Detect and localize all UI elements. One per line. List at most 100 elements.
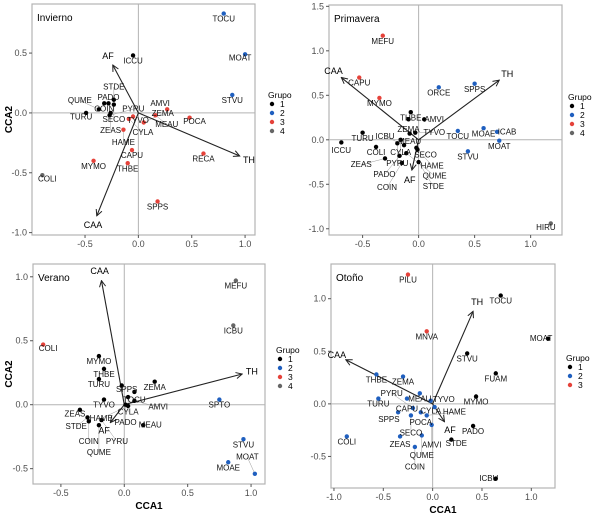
label-leader-line: [391, 393, 414, 409]
data-point: [408, 413, 414, 418]
data-point: [153, 113, 158, 118]
legend-title: Grupo: [568, 92, 592, 102]
legend-label: 3: [288, 372, 293, 382]
point-label: TYVO: [433, 395, 455, 404]
plot-frame: [32, 263, 266, 485]
y-tick-label: 1.0: [15, 272, 28, 282]
y-tick-label: 1.0: [311, 46, 324, 56]
legend-swatch: [567, 373, 573, 379]
data-point: [494, 129, 500, 134]
legend-label: 2: [578, 371, 583, 381]
data-point: [401, 142, 407, 148]
point-label: MYMO: [86, 357, 111, 366]
point-label: SECO: [414, 151, 437, 160]
data-point: [91, 158, 96, 163]
data-point: [101, 366, 107, 372]
y-tick-label: 0.5: [311, 90, 324, 100]
y-axis-title: CCA2: [4, 105, 15, 133]
point-label: QUME: [68, 96, 92, 105]
legend-label: 2: [580, 110, 585, 120]
x-tick-label: 1.0: [524, 239, 537, 249]
data-point: [472, 81, 477, 86]
y-tick-label: -1.0: [308, 224, 324, 234]
data-point: [125, 403, 131, 409]
plot-frame: [31, 3, 256, 236]
x-tick-label: 1.0: [245, 488, 258, 498]
arrow-label: CAA: [324, 66, 343, 76]
x-tick-label: 0.0: [412, 239, 425, 249]
y-tick-label: 0.5: [14, 48, 27, 58]
data-point: [377, 95, 382, 101]
point-label: THBE: [93, 370, 114, 379]
label-leader-line: [426, 412, 455, 416]
x-tick-label: -0.5: [376, 492, 392, 502]
point-label: AMVI: [150, 99, 170, 108]
point-label: PYRU: [386, 159, 408, 168]
data-point: [374, 372, 379, 377]
data-point: [405, 272, 411, 277]
data-point: [360, 130, 365, 135]
x-tick-label: 0.5: [476, 492, 489, 502]
data-point: [455, 128, 461, 134]
x-tick-label: -1.0: [326, 492, 342, 502]
point-label: COLI: [39, 344, 58, 353]
label-leader-line: [418, 161, 434, 187]
point-label: TYVO: [423, 128, 445, 137]
point-label: SECO: [400, 429, 423, 438]
panel-otoño: -1.0 -0.5 0.0 0.5 1.0 -0.5 0.0 0.5 1.0 CCA1 Otoño T…: [310, 263, 590, 516]
x-tick-label: 0.5: [468, 239, 481, 249]
data-point: [96, 353, 102, 359]
data-point: [404, 150, 409, 156]
data-point: [233, 278, 239, 283]
point-label: CAPU: [396, 405, 418, 414]
point-label: STVU: [457, 152, 479, 161]
data-point: [432, 404, 437, 410]
data-point: [395, 410, 401, 415]
point-label: TURU: [351, 134, 373, 143]
point-label: COIN: [79, 437, 99, 446]
point-label: CYLA: [118, 408, 140, 417]
data-point: [424, 413, 429, 418]
arrow-label: CAA: [328, 350, 347, 360]
data-point: [470, 423, 476, 429]
legend-swatch: [569, 112, 575, 118]
legend-swatch: [569, 103, 575, 109]
data-point: [357, 75, 362, 80]
point-label: MEAU: [408, 394, 431, 403]
data-point: [498, 293, 503, 298]
point-label: SPTO: [209, 401, 231, 410]
point-label: PYRU: [106, 437, 128, 446]
point-label: MNVA: [415, 332, 438, 341]
arrow-af: [113, 65, 139, 114]
y-tick-label: 1.5: [311, 1, 324, 11]
arrow-th: [138, 112, 239, 156]
data-point: [230, 92, 235, 98]
leader-lines: [361, 132, 435, 188]
data-point: [106, 101, 111, 106]
point-label: TURU: [88, 380, 110, 389]
legend-swatch: [277, 356, 283, 362]
data-point: [125, 394, 131, 400]
point-label: ZEMA: [392, 378, 415, 387]
point-label: ICBU: [224, 326, 243, 335]
point-label: HAME: [112, 138, 135, 147]
point-label: QUME: [423, 171, 447, 180]
point-label: CYLA: [420, 407, 442, 416]
point-label: TYVO: [127, 116, 149, 125]
point-label: QUME: [87, 448, 111, 457]
data-point: [373, 144, 379, 150]
y-tick-label: -0.5: [11, 168, 27, 178]
point-label: SPPS: [116, 385, 137, 394]
point-label: ICBU: [479, 474, 498, 483]
data-point: [407, 131, 412, 136]
point-label: STDE: [66, 422, 87, 431]
legend-swatch: [277, 365, 283, 371]
y-tick-label: 0.0: [14, 108, 27, 118]
data-point: [413, 130, 418, 135]
data-point: [201, 151, 206, 156]
legend-title: Grupo: [268, 90, 292, 100]
data-point: [497, 138, 502, 143]
point-label: SPPS: [147, 203, 168, 212]
label-leader-line: [155, 115, 167, 125]
